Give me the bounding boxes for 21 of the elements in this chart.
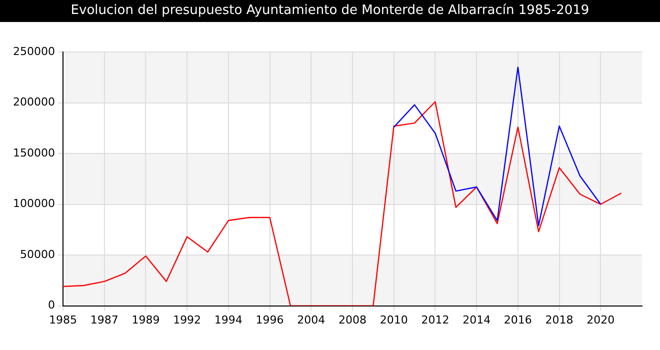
y-tick-label: 150000 xyxy=(12,146,55,160)
y-tick-label: 50000 xyxy=(20,248,55,261)
x-tick-label: 2016 xyxy=(504,313,532,326)
x-tick-label: 2008 xyxy=(338,313,366,326)
x-tick-label: 2004 xyxy=(297,313,326,326)
x-tick-label: 2020 xyxy=(586,313,615,326)
y-tick-label: 250000 xyxy=(12,44,55,58)
x-tick-label: 1994 xyxy=(214,313,242,326)
y-tick-label: 200000 xyxy=(12,96,55,109)
x-tick-label: 2010 xyxy=(380,313,408,326)
x-tick-label: 1992 xyxy=(173,313,202,326)
x-tick-label: 1985 xyxy=(48,313,77,326)
x-tick-label: 1987 xyxy=(90,313,118,326)
y-tick-label: 100000 xyxy=(12,197,55,210)
x-tick-label: 1996 xyxy=(256,313,284,326)
chart-title: Evolucion del presupuesto Ayuntamiento de Monterde de Albarracín 1985-2019 xyxy=(0,0,660,22)
x-tick-label: 2014 xyxy=(462,313,491,326)
x-tick-label: 1989 xyxy=(132,313,160,326)
x-tick-label: 2012 xyxy=(421,313,450,326)
x-tick-label: 2018 xyxy=(545,313,574,326)
y-tick-label: 0 xyxy=(48,298,55,312)
